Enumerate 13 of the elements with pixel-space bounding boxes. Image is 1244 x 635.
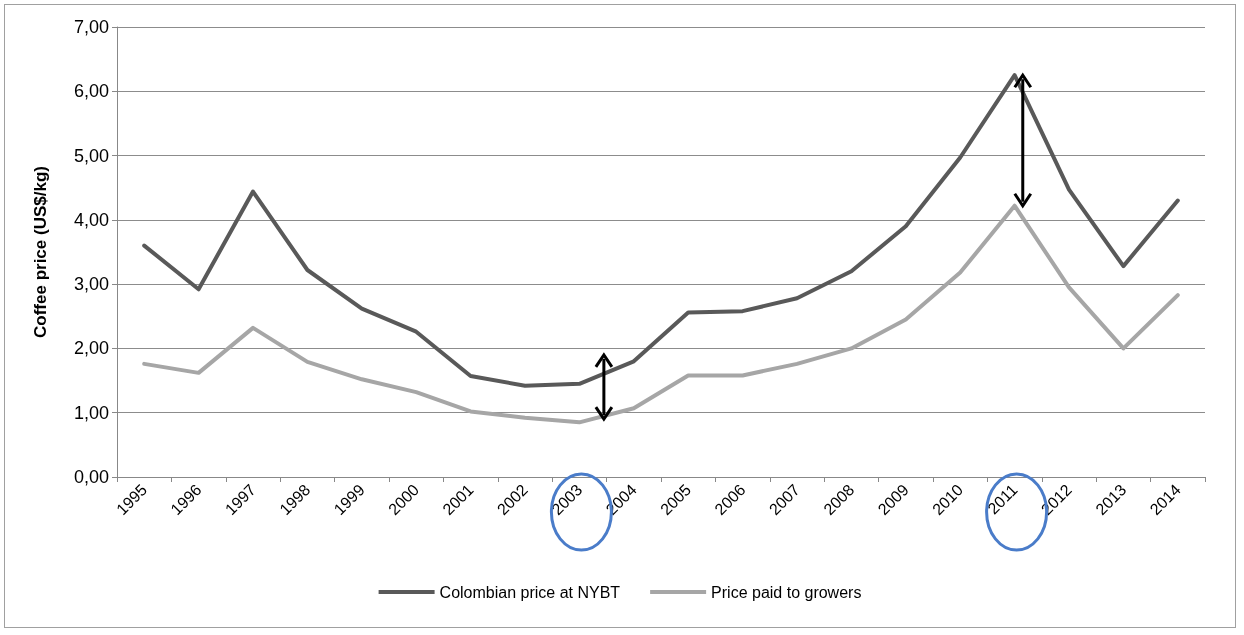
y-tick-label: 2,00 (73, 338, 109, 359)
y-tick-label: 6,00 (73, 81, 109, 102)
y-tick-label: 7,00 (73, 17, 109, 37)
line-series (142, 73, 1180, 388)
y-tick-label: 1,00 (73, 402, 109, 423)
y-tick-label: 0,00 (73, 467, 109, 487)
legend-label: Colombian price at NYBT (439, 583, 621, 601)
y-tick-label: 4,00 (73, 209, 109, 230)
y-tick-label: 5,00 (73, 145, 109, 166)
legend-label: Price paid to growers (711, 583, 862, 601)
line-series (142, 203, 1180, 425)
y-axis-title: Coffee price (US$/kg) (31, 166, 50, 338)
y-tick-label: 3,00 (73, 274, 109, 295)
